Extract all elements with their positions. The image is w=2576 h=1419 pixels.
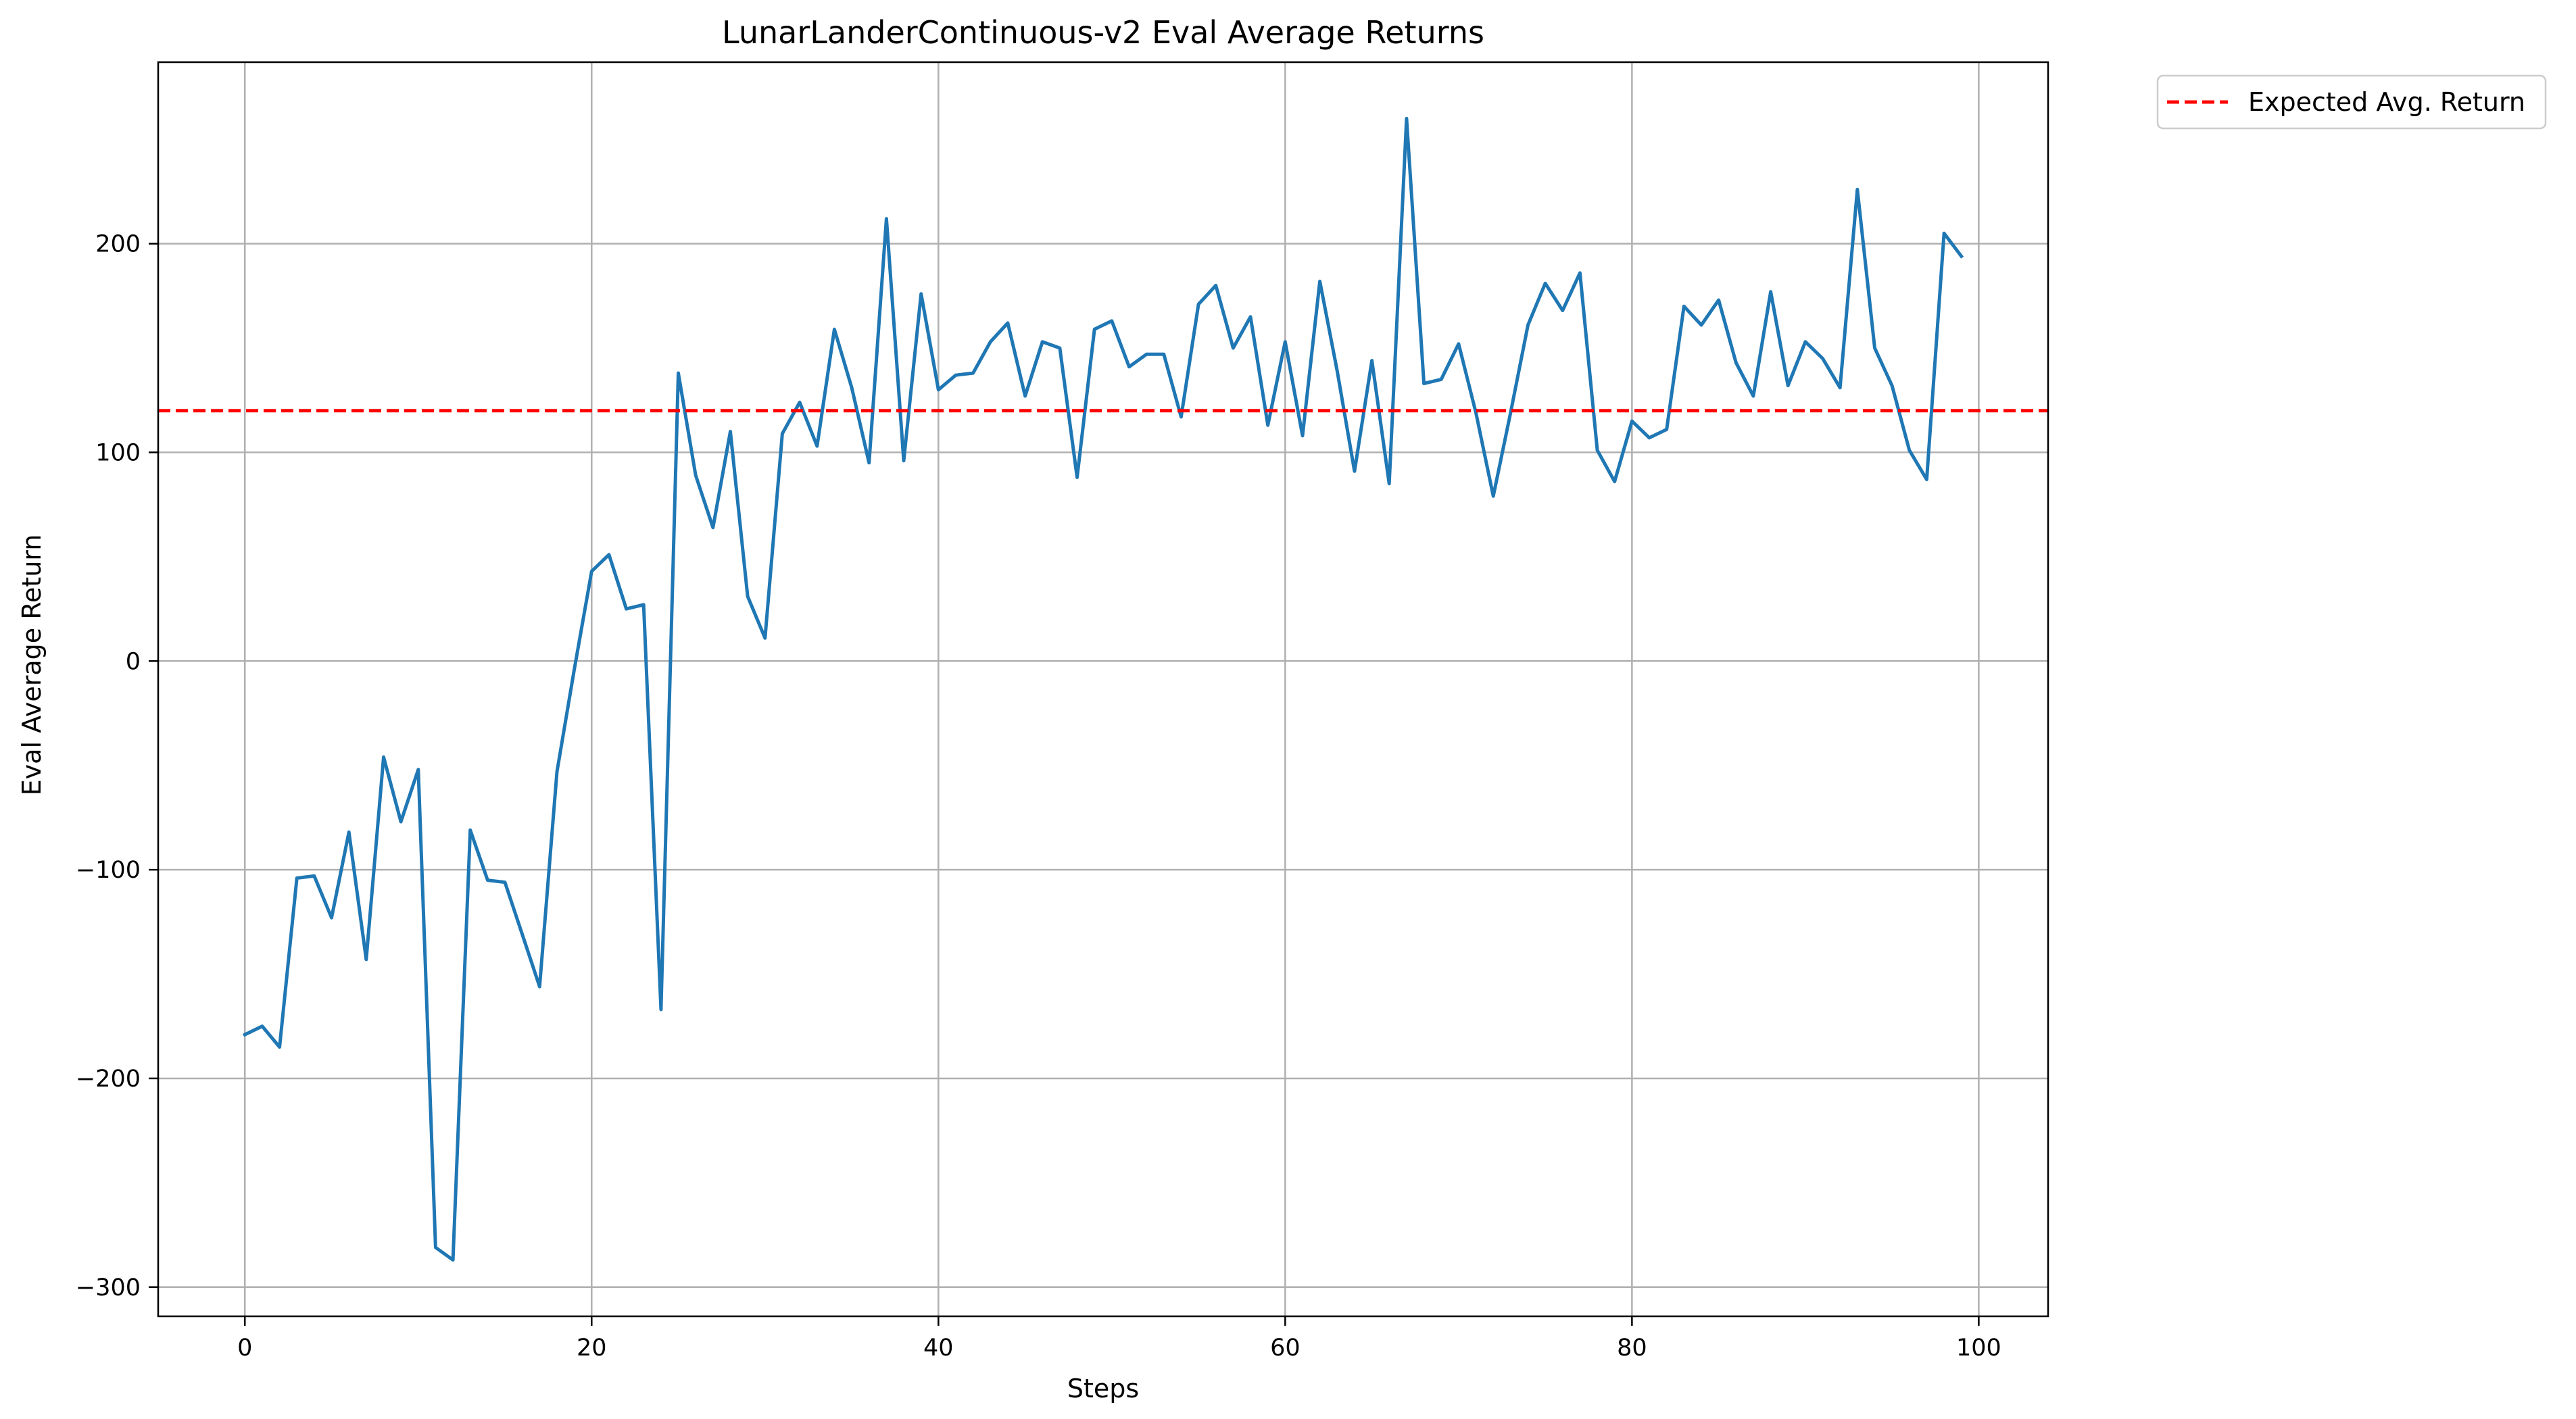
chart-title: LunarLanderContinuous-v2 Eval Average Re… (722, 14, 1484, 51)
plot-frame (157, 61, 2049, 1318)
y-tick-label: −100 (76, 857, 141, 884)
y-tick-label: 100 (95, 439, 141, 466)
x-tick-label: 80 (1617, 1335, 1647, 1362)
x-axis-label: Steps (1067, 1374, 1139, 1403)
x-tick-label: 100 (1956, 1335, 2001, 1362)
y-axis-label: Eval Average Return (17, 534, 47, 796)
x-tick-label: 0 (237, 1335, 252, 1362)
x-tick-label: 60 (1270, 1335, 1301, 1362)
y-tick-label: 200 (95, 231, 141, 258)
x-tick-label: 40 (923, 1335, 954, 1362)
legend-label-expected-return: Expected Avg. Return (2248, 87, 2525, 117)
series-line-eval-average-return (242, 116, 1964, 1262)
grid (158, 62, 2048, 1316)
y-tick-label: −300 (76, 1274, 141, 1301)
x-tick-label: 20 (577, 1335, 607, 1362)
y-tick-label: −200 (76, 1066, 141, 1093)
ticks: 0 20 40 60 80 100 −300 −200 −100 0 100 200 (76, 231, 2001, 1362)
series-layer (158, 116, 2048, 1262)
legend: Expected Avg. Return (2156, 74, 2547, 130)
legend-box (2156, 74, 2547, 130)
y-tick-label: 0 (126, 648, 141, 675)
